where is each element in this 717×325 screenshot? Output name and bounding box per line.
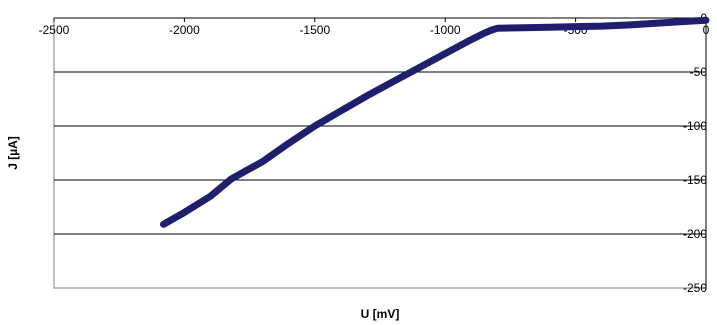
x-tick-label: -1500: [299, 23, 330, 37]
plot-area: [53, 17, 707, 289]
series-line-0: [160, 16, 710, 228]
y-tick-label: -250: [683, 281, 707, 295]
x-tick-label: -2000: [169, 23, 200, 37]
y-tick-label: -100: [683, 119, 707, 133]
y-tick-label: -200: [683, 227, 707, 241]
y-tick-label: -50: [690, 65, 708, 79]
series-layer: [160, 16, 710, 228]
y-axis-title: J [µA]: [6, 136, 20, 170]
x-tick-label: -2500: [39, 23, 70, 37]
y-tick-label: -150: [683, 173, 707, 187]
x-tick-label: -1000: [430, 23, 461, 37]
x-axis-title: U [mV]: [361, 307, 400, 321]
